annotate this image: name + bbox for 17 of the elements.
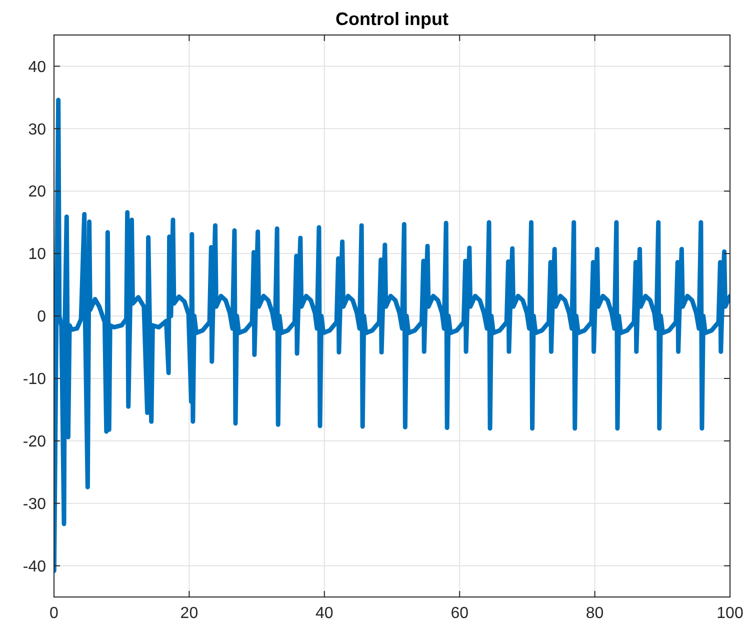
y-tick-label: 10: [28, 246, 46, 264]
y-tick-label: -20: [22, 433, 46, 450]
y-tick-label: 40: [28, 58, 46, 76]
y-tick-label: -10: [22, 371, 46, 388]
chart-title: Control input: [336, 9, 448, 29]
x-tick-label: 20: [180, 605, 198, 622]
x-tick-label: 100: [716, 605, 744, 622]
y-tick-label: 20: [28, 184, 46, 201]
line-series: [54, 98, 730, 574]
x-tick-label: 60: [450, 605, 469, 622]
y-tick-label: -40: [22, 558, 46, 576]
x-tick-label: 80: [586, 605, 604, 622]
x-tick-label: 0: [50, 605, 59, 622]
y-tick-label: 30: [28, 121, 46, 138]
y-tick-label: -30: [22, 496, 46, 513]
x-tick-label: 40: [316, 605, 334, 622]
y-tick-label: 0: [37, 308, 46, 326]
